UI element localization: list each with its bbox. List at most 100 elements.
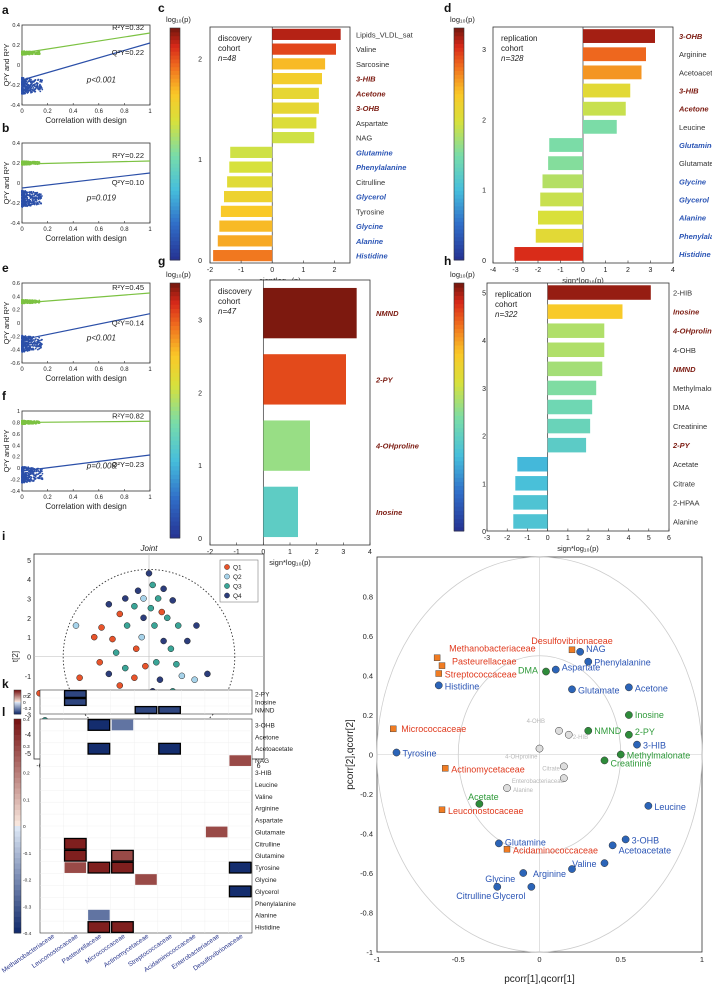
q2-permutation-point: [22, 192, 25, 195]
bar-label: 4-OHproline: [375, 442, 419, 451]
bar: [547, 323, 605, 338]
r2-permutation-point: [38, 52, 41, 55]
colorbar-segment: [454, 182, 464, 188]
colorbar-segment: [14, 815, 21, 822]
colorbar-segment: [170, 317, 180, 322]
colorbar-title: log₁₀(p): [450, 15, 475, 24]
colorbar-segment: [14, 695, 21, 697]
bar: [583, 29, 655, 43]
colorbar-segment: [454, 316, 464, 321]
colorbar-segment: [170, 525, 180, 530]
colorbar-segment: [454, 190, 464, 195]
colorbar-segment: [170, 167, 180, 172]
variable-label: 4-OHproline: [505, 755, 538, 761]
colorbar-segment: [454, 128, 464, 133]
r2-permutation-point: [21, 299, 24, 302]
bar-label: Acetone: [355, 89, 386, 98]
colorbar-title: log₁₀(p): [450, 270, 475, 279]
colorbar-segment: [454, 62, 464, 68]
y-axis-label: Q²Y and R²Y: [2, 302, 11, 345]
q2-permutation-point: [21, 206, 24, 208]
colorbar-segment: [454, 252, 464, 257]
variable-marker: [542, 667, 550, 676]
r2-permutation-point: [27, 420, 30, 423]
q2-permutation-point: [38, 200, 41, 203]
bar-label: Glycerol: [356, 193, 387, 202]
colorbar-segment: [170, 402, 180, 407]
colorbar-segment: [454, 419, 464, 425]
bar-label: 2-HIB: [673, 289, 692, 298]
colorbar-segment: [454, 283, 464, 288]
bar-label: Inosine: [673, 308, 699, 317]
colorbar-segment: [170, 252, 180, 257]
bar-label: NMND: [376, 309, 399, 318]
colorbar-segment: [454, 398, 464, 404]
colorbar-segment: [170, 338, 180, 343]
score-point: [167, 645, 175, 653]
colorbar-segment: [170, 132, 180, 137]
colorbar-segment: [170, 171, 180, 176]
colorbar-segment: [170, 66, 180, 72]
bar-label: Glycerol: [679, 195, 710, 204]
score-point: [145, 570, 153, 577]
y-tick-label: -0.4: [11, 103, 20, 109]
x-tick-label: 0.8: [120, 109, 129, 115]
colorbar-tick-label: 3: [482, 386, 486, 393]
row-label: Glycerol: [255, 889, 279, 896]
colorbar-segment: [170, 35, 180, 41]
q2-permutation-point: [36, 348, 39, 351]
variable-marker: [560, 774, 568, 783]
colorbar-segment: [14, 696, 21, 698]
colorbar-segment: [454, 55, 464, 60]
y-tick-label: 0.4: [363, 672, 373, 681]
colorbar-segment: [170, 474, 180, 479]
q2-permutation-point: [28, 348, 31, 351]
q2-permutation-point: [34, 79, 37, 81]
colorbar-segment: [170, 287, 180, 292]
colorbar-segment: [454, 506, 464, 511]
q2-permutation-point: [32, 479, 35, 482]
y-tick-label: -0.6: [360, 869, 373, 878]
q2-permutation-point: [27, 468, 29, 470]
colorbar-segment: [170, 516, 180, 522]
colorbar-segment: [14, 698, 21, 700]
bar-label: 4-OHB: [673, 346, 696, 355]
variable-marker: [625, 683, 633, 692]
colorbar-segment: [454, 116, 464, 122]
r2-permutation-point: [22, 50, 25, 53]
q2-permutation-point: [38, 344, 41, 347]
y-tick-label: 2: [27, 616, 31, 623]
row-label: 3-HIB: [255, 770, 272, 777]
colorbar-segment: [170, 393, 180, 399]
cohort-label: discovery: [218, 287, 252, 296]
r2-permutation-point: [36, 52, 39, 55]
score-point: [105, 601, 113, 608]
q2-permutation-point: [38, 193, 41, 195]
x-tick-label: 1: [301, 267, 305, 274]
colorbar-segment: [14, 711, 21, 713]
x-tick-label: 2: [315, 549, 319, 556]
r2-regression-line: [21, 292, 151, 304]
variable-marker: [600, 859, 609, 867]
colorbar-segment: [454, 97, 464, 102]
y-tick-label: -0.4: [11, 221, 20, 227]
colorbar-segment: [14, 761, 21, 768]
colorbar-segment: [454, 510, 464, 515]
colorbar-title: log₁₀(p): [166, 270, 191, 279]
colorbar-segment: [14, 831, 21, 838]
colorbar-segment: [170, 93, 180, 99]
x-tick-label: 1: [148, 367, 152, 373]
colorbar-segment: [14, 788, 21, 795]
y-tick-label: 0: [369, 751, 373, 760]
colorbar-segment: [170, 136, 180, 141]
colorbar-segment: [454, 324, 464, 329]
y-tick-label: 0.4: [12, 443, 20, 449]
row-label: Citrulline: [255, 841, 281, 848]
q2-permutation-point: [21, 200, 24, 203]
score-point: [151, 622, 158, 629]
colorbar-segment: [454, 448, 464, 453]
colorbar-segment: [14, 809, 21, 816]
colorbar-segment: [14, 740, 21, 747]
q2-permutation-point: [41, 338, 43, 341]
taxon-marker: [390, 725, 397, 733]
